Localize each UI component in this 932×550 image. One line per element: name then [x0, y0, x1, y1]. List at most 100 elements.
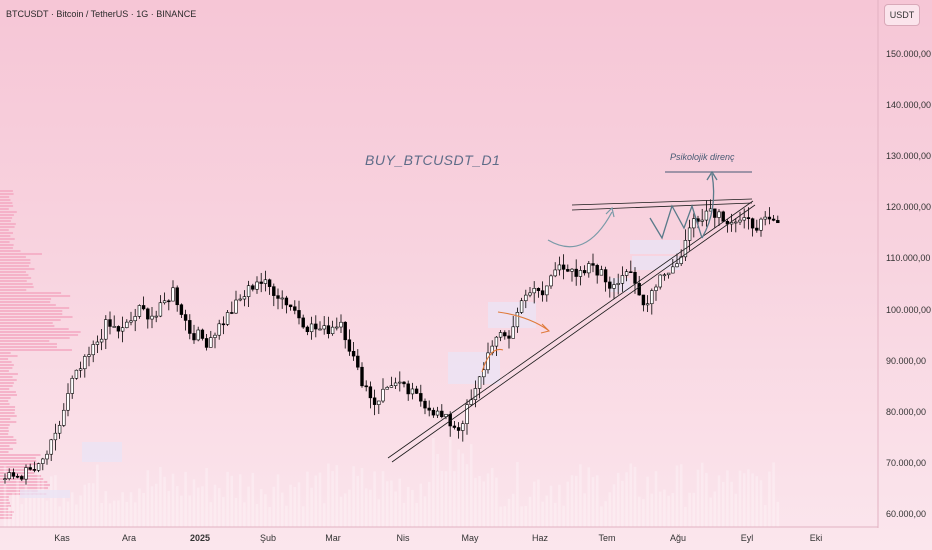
candle-body	[692, 218, 696, 229]
candle-body	[116, 326, 121, 332]
volume-profile-bar	[0, 292, 62, 294]
volume-bar	[301, 506, 305, 527]
symbol-title[interactable]: BTCUSDT · Bitcoin / TetherUS · 1G · BINA…	[6, 9, 197, 19]
candle-body	[587, 263, 591, 274]
volume-profile	[0, 190, 81, 519]
time-tick-label: Eki	[809, 533, 823, 543]
volume-bar	[184, 471, 187, 527]
candle-body	[612, 284, 616, 289]
candle-body	[498, 332, 503, 338]
currency-button[interactable]: USDT	[884, 4, 920, 26]
volume-profile-bar	[0, 361, 12, 363]
candle-body	[196, 329, 200, 341]
volume-bar	[28, 490, 32, 527]
volume-bar	[772, 462, 775, 527]
volume-bar	[478, 475, 481, 527]
candle-body	[713, 208, 717, 218]
candle-body	[91, 344, 95, 356]
time-tick-label: Şub	[259, 533, 277, 543]
candle-body	[32, 469, 37, 471]
candle-body	[372, 397, 377, 405]
candle-body	[515, 312, 520, 328]
volume-bar	[726, 470, 729, 527]
volume-bar	[604, 501, 607, 527]
volume-bars	[3, 437, 780, 527]
volume-bar	[411, 489, 414, 527]
candle-body	[293, 306, 297, 311]
candle-body	[536, 288, 541, 292]
volume-profile-bar	[0, 457, 36, 459]
volume-profile-bar	[0, 334, 79, 336]
price-tick-label: 150.000,00	[886, 49, 932, 59]
candle-body	[620, 275, 625, 284]
volume-profile-bar	[0, 328, 69, 330]
volume-bar	[612, 484, 616, 527]
volume-bar	[558, 484, 561, 527]
candle-body	[629, 271, 633, 274]
candle-body	[750, 218, 755, 229]
volume-bar	[457, 449, 460, 527]
candle-body	[452, 425, 457, 428]
volume-bar	[688, 492, 691, 527]
price-tick-label: 60.000,00	[886, 509, 927, 519]
volume-profile-bar	[0, 385, 13, 387]
price-tick-label: 90.000,00	[886, 355, 927, 366]
candle-body	[603, 269, 608, 283]
candle-body	[519, 300, 524, 313]
candle-body	[213, 334, 217, 338]
volume-profile-bar	[0, 391, 16, 393]
volume-bar	[104, 491, 108, 527]
candle-body	[368, 386, 373, 399]
candle-body	[759, 218, 763, 231]
candle-body	[335, 326, 339, 329]
volume-profile-bar	[0, 382, 14, 384]
volume-bar	[24, 478, 28, 527]
volume-bar	[87, 483, 91, 527]
volume-bar	[709, 497, 712, 527]
volume-profile-bar	[0, 196, 10, 198]
time-tick-label: Ağu	[669, 533, 687, 543]
candle-body	[725, 221, 730, 225]
price-tick-label: 110.000,00	[886, 253, 931, 264]
volume-bar	[264, 494, 267, 527]
volume-bar	[20, 504, 24, 527]
volume-bar	[717, 475, 721, 527]
volume-bar	[243, 502, 246, 527]
volume-bar	[440, 470, 444, 527]
volume-bar	[402, 502, 406, 527]
volume-bar	[465, 464, 469, 527]
volume-profile-bar	[0, 223, 16, 225]
candle-body	[339, 321, 343, 328]
volume-profile-bar	[0, 388, 10, 390]
candle-body	[356, 355, 360, 368]
volume-bar	[721, 481, 725, 527]
candle-body	[482, 369, 486, 378]
candle-body	[423, 400, 427, 409]
volume-bar	[419, 483, 423, 527]
time-tick-label: Ara	[121, 533, 137, 543]
demand-zone	[448, 352, 500, 384]
volume-bar	[91, 483, 95, 527]
candle-body	[637, 283, 641, 296]
candle-body	[473, 388, 478, 400]
volume-profile-bar	[0, 340, 50, 342]
candle-body	[221, 323, 226, 326]
candle-body	[150, 315, 154, 320]
volume-profile-bar	[0, 487, 48, 489]
volume-bar	[339, 496, 343, 527]
candle-body	[11, 472, 16, 477]
candle-body	[87, 354, 91, 357]
volume-profile-bar	[0, 301, 51, 303]
demand-zone	[630, 240, 680, 254]
candle-body	[393, 382, 398, 387]
volume-bar	[579, 464, 582, 527]
volume-profile-bar	[0, 409, 15, 411]
volume-bar	[549, 485, 553, 527]
volume-bar	[3, 465, 7, 527]
candle-body	[297, 310, 301, 319]
volume-bar	[667, 495, 670, 527]
volume-bar	[310, 487, 313, 527]
volume-profile-bar	[0, 208, 9, 210]
candle-body	[7, 472, 11, 479]
